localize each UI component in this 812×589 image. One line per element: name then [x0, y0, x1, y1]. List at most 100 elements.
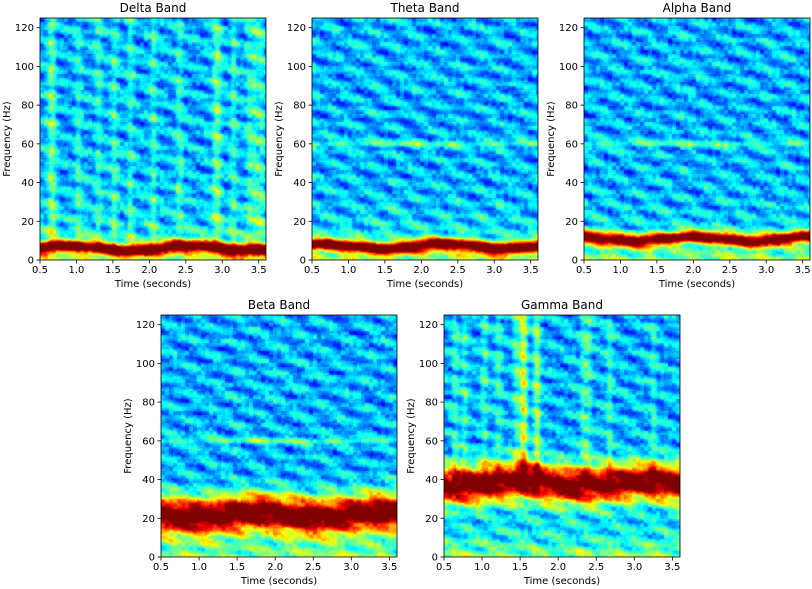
y-tick-label: 100 [136, 359, 155, 370]
y-tick-label: 0 [432, 553, 438, 564]
y-tick-label: 60 [293, 139, 306, 150]
plot-frame [311, 17, 539, 261]
y-axis-label: Frequency (Hz) [274, 101, 285, 177]
x-axis-label: Time (seconds) [240, 576, 317, 587]
x-tick-label: 2.0 [685, 265, 701, 276]
x-tick-label: 1.5 [512, 562, 528, 573]
y-axis-label: Frequency (Hz) [123, 398, 134, 474]
x-tick-label: 3.0 [214, 265, 230, 276]
y-tick-label: 120 [136, 320, 155, 331]
spectrogram-heatmap [444, 315, 680, 557]
y-tick-label: 0 [300, 256, 306, 267]
x-tick-label: 2.0 [413, 265, 429, 276]
x-tick-label: 3.0 [343, 562, 359, 573]
x-tick-label: 1.0 [191, 562, 207, 573]
y-tick-label: 100 [287, 62, 306, 73]
spectrogram-heatmap [312, 18, 538, 260]
x-tick-label: 0.5 [32, 265, 48, 276]
x-tick-label: 3.5 [381, 562, 397, 573]
y-tick-label: 20 [565, 217, 578, 228]
spectrogram-heatmap [161, 315, 397, 557]
y-tick-label: 20 [142, 514, 155, 525]
x-tick-label: 1.0 [68, 265, 84, 276]
x-tick-label: 3.5 [664, 562, 680, 573]
y-tick-label: 60 [565, 139, 578, 150]
y-tick-label: 0 [572, 256, 578, 267]
x-tick-label: 2.5 [178, 265, 194, 276]
x-tick-label: 1.0 [612, 265, 628, 276]
y-tick-label: 60 [21, 139, 34, 150]
y-tick-label: 40 [142, 475, 155, 486]
plot-frame [583, 17, 811, 261]
x-tick-label: 1.5 [229, 562, 245, 573]
y-tick-label: 120 [559, 23, 578, 34]
spectrogram-heatmap [584, 18, 810, 260]
x-tick-label: 1.5 [377, 265, 393, 276]
y-tick-label: 120 [419, 320, 438, 331]
panel-title: Delta Band [120, 1, 187, 15]
x-tick-label: 1.5 [105, 265, 121, 276]
y-tick-label: 40 [425, 475, 438, 486]
plot-frame [39, 17, 267, 261]
x-tick-label: 0.5 [153, 562, 169, 573]
spectrogram-panel-3: 0.5 1.0 1.5 2.0 2.5 3.0 3.5 0 20 40 60 80 100 120 Alph… [546, 1, 811, 290]
y-tick-label: 120 [15, 23, 34, 34]
x-tick-label: 3.5 [795, 265, 811, 276]
x-axis-label: Time (seconds) [386, 279, 463, 290]
y-axis-label: Frequency (Hz) [546, 101, 557, 177]
y-tick-label: 60 [425, 436, 438, 447]
panel-title: Alpha Band [663, 1, 732, 15]
x-tick-label: 3.5 [251, 265, 267, 276]
y-tick-label: 80 [142, 398, 155, 409]
x-tick-label: 3.5 [523, 265, 539, 276]
y-tick-label: 80 [425, 398, 438, 409]
x-axis-label: Time (seconds) [523, 576, 600, 587]
y-tick-label: 0 [149, 553, 155, 564]
x-tick-label: 1.5 [649, 265, 665, 276]
y-tick-label: 20 [21, 217, 34, 228]
plot-frame [160, 314, 398, 558]
x-tick-label: 1.0 [340, 265, 356, 276]
y-tick-label: 20 [293, 217, 306, 228]
spectrogram-panel-5: 0.5 1.0 1.5 2.0 2.5 3.0 3.5 0 20 40 60 80 100 120 Gamm… [406, 298, 681, 587]
x-tick-label: 2.5 [450, 265, 466, 276]
x-tick-label: 2.5 [722, 265, 738, 276]
y-tick-label: 80 [21, 101, 34, 112]
x-tick-label: 3.0 [486, 265, 502, 276]
spectrogram-heatmap [40, 18, 266, 260]
y-tick-label: 40 [21, 178, 34, 189]
x-tick-label: 0.5 [436, 562, 452, 573]
spectrogram-panel-4: 0.5 1.0 1.5 2.0 2.5 3.0 3.5 0 20 40 60 80 100 120 Beta… [123, 298, 398, 587]
spectrogram-panel-2: 0.5 1.0 1.5 2.0 2.5 3.0 3.5 0 20 40 60 80 100 120 Thet… [274, 1, 539, 290]
y-tick-label: 60 [142, 436, 155, 447]
y-tick-label: 100 [559, 62, 578, 73]
y-tick-label: 80 [565, 101, 578, 112]
x-tick-label: 0.5 [576, 265, 592, 276]
y-axis-label: Frequency (Hz) [2, 101, 13, 177]
panel-title: Theta Band [390, 1, 460, 15]
x-tick-label: 0.5 [304, 265, 320, 276]
x-tick-label: 3.0 [626, 562, 642, 573]
x-tick-label: 2.5 [588, 562, 604, 573]
spectrogram-panel-1: 0.5 1.0 1.5 2.0 2.5 3.0 3.5 0 20 40 60 80 100 120 Delt… [2, 1, 267, 290]
y-tick-label: 40 [293, 178, 306, 189]
y-tick-label: 80 [293, 101, 306, 112]
y-tick-label: 0 [28, 256, 34, 267]
y-tick-label: 100 [419, 359, 438, 370]
y-tick-label: 120 [287, 23, 306, 34]
x-axis-label: Time (seconds) [114, 279, 191, 290]
y-axis-label: Frequency (Hz) [406, 398, 417, 474]
y-tick-label: 20 [425, 514, 438, 525]
plot-frame [443, 314, 681, 558]
x-tick-label: 2.0 [141, 265, 157, 276]
x-axis-label: Time (seconds) [658, 279, 735, 290]
x-tick-label: 2.5 [305, 562, 321, 573]
panel-title: Beta Band [248, 298, 310, 312]
x-tick-label: 1.0 [474, 562, 490, 573]
x-tick-label: 2.0 [267, 562, 283, 573]
x-tick-label: 3.0 [758, 265, 774, 276]
x-tick-label: 2.0 [550, 562, 566, 573]
panel-title: Gamma Band [521, 298, 603, 312]
y-tick-label: 40 [565, 178, 578, 189]
